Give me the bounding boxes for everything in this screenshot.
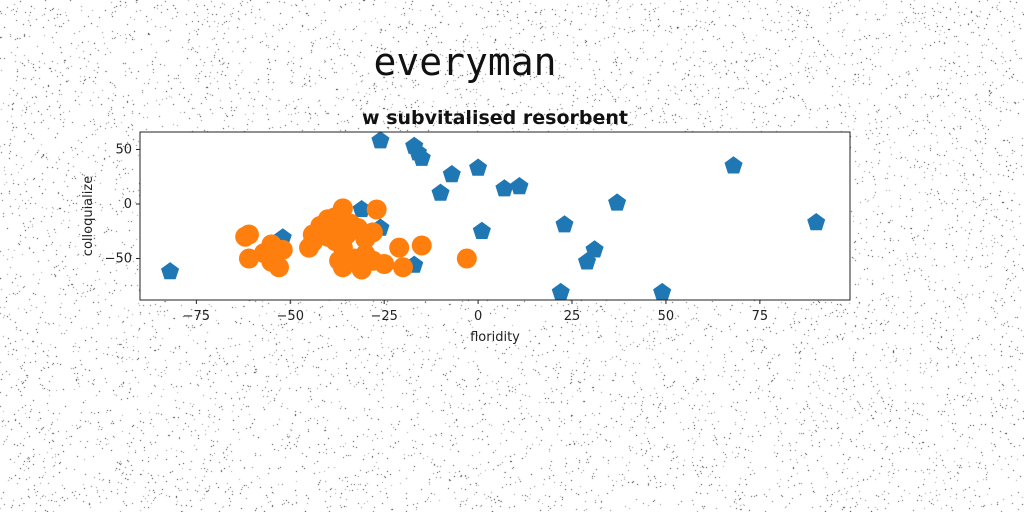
series-1-point-6 xyxy=(442,165,461,183)
series-2-point-31 xyxy=(389,237,410,258)
series-1-point-12 xyxy=(807,213,826,231)
series-1-point-19 xyxy=(161,262,180,280)
series-2-point-22 xyxy=(362,222,383,243)
x-axis-ticks: −75 −50 −25 0 25 50 75 xyxy=(183,300,768,324)
series-1-point-9 xyxy=(431,183,450,201)
series-1-point-13 xyxy=(555,215,574,233)
series-1-point-14 xyxy=(472,221,491,239)
series-1-point-15 xyxy=(585,240,604,258)
x-tick-label-5: 25 xyxy=(564,309,581,324)
x-tick-label-7: 75 xyxy=(752,309,769,324)
series-2-point-30 xyxy=(374,254,395,274)
series-1-point-11 xyxy=(608,193,627,211)
series-2-point-35 xyxy=(302,232,323,253)
series-2-point-33 xyxy=(411,235,432,256)
series-1-point-16 xyxy=(578,252,597,270)
series-2-point-15 xyxy=(332,198,353,219)
figure-suptitle: everyman xyxy=(373,40,557,84)
series-1-point-10 xyxy=(724,156,743,174)
series-1-point-4 xyxy=(409,143,427,161)
x-tick-label-1: −75 xyxy=(183,309,210,324)
y-tick-label-3: 50 xyxy=(115,142,132,157)
x-tick-label-3: −25 xyxy=(370,309,397,324)
x-tick-label-6: 50 xyxy=(658,309,675,324)
y-tick-label-2: 0 xyxy=(124,197,132,212)
series-2-point-36 xyxy=(317,226,338,247)
series-2-point-2 xyxy=(238,224,259,245)
series-1-point-7 xyxy=(495,179,514,197)
series-1-point-8 xyxy=(510,177,529,195)
x-tick-label-2: −50 xyxy=(277,309,304,324)
x-tick-label-4: 0 xyxy=(474,309,482,324)
series-1-point-21 xyxy=(352,200,371,218)
chart-title: w subvitalised resorbent xyxy=(362,107,628,129)
y-axis-ticks: −50 0 50 xyxy=(105,142,140,267)
series-1-point-5 xyxy=(469,158,488,176)
series-2-point-6 xyxy=(238,248,259,269)
series-2-point-32 xyxy=(392,257,413,278)
series-2-point-23 xyxy=(366,199,387,220)
y-tick-label-1: −50 xyxy=(105,252,132,267)
x-axis-label: floridity xyxy=(470,330,520,345)
series-2-point-8 xyxy=(268,257,289,278)
plot-area xyxy=(161,131,826,300)
series-2-point-27 xyxy=(332,257,353,278)
y-axis-label: colloquialize xyxy=(81,176,96,256)
series-1-point-17 xyxy=(551,282,570,300)
series-2-point-34 xyxy=(456,248,477,269)
series-1-point-18 xyxy=(653,282,672,300)
series-1-point-1 xyxy=(371,131,390,149)
axes-frame xyxy=(139,131,851,301)
